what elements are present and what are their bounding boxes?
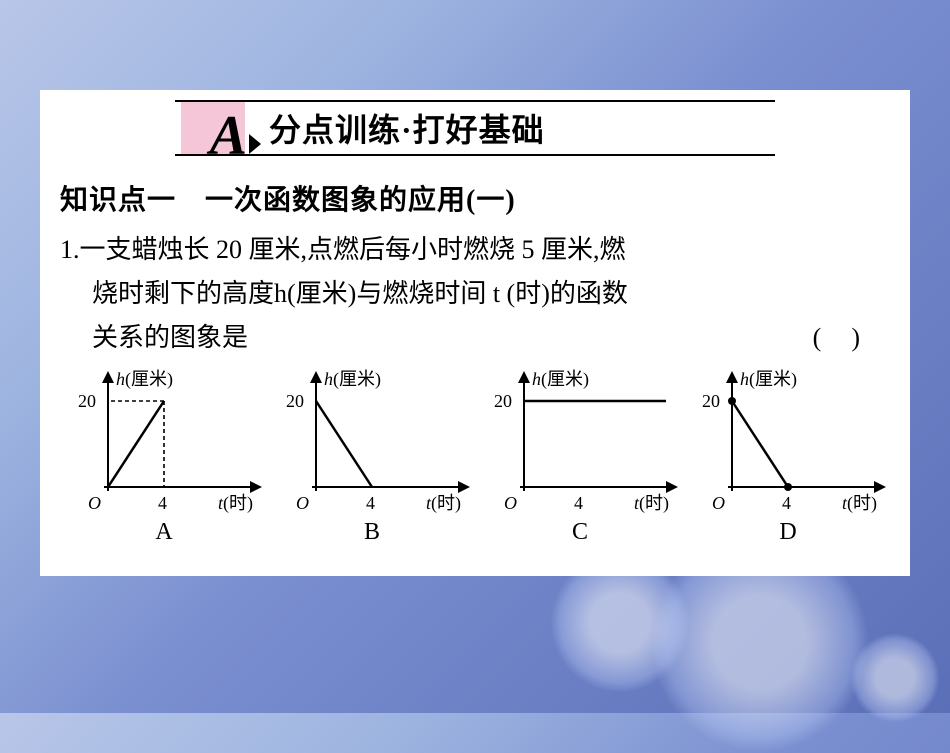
svg-text:20: 20 [286, 391, 304, 411]
question-line3-text: 关系的图象是 [92, 323, 248, 352]
question-text: 1.一支蜡烛长 20 厘米,点燃后每小时燃烧 5 厘米,燃 烧时剩下的高度h(厘… [60, 228, 890, 361]
question-number: 1. [60, 235, 80, 264]
svg-text:h(厘米): h(厘米) [324, 369, 381, 390]
answer-paren: () [813, 316, 890, 360]
svg-text:4: 4 [574, 493, 583, 513]
svg-text:20: 20 [702, 391, 720, 411]
question-line2: 烧时剩下的高度h(厘米)与燃烧时间 t (时)的函数 [60, 272, 890, 316]
svg-text:t(时): t(时) [842, 493, 877, 514]
section-letter-box: A [181, 102, 245, 154]
paren-open: ( [813, 323, 852, 352]
content-card: A 分点训练·打好基础 知识点一 一次函数图象的应用(一) 1.一支蜡烛长 20… [40, 90, 910, 576]
svg-text:h(厘米): h(厘米) [116, 369, 173, 390]
choice-B-label: B [268, 519, 476, 546]
svg-text:O: O [504, 493, 517, 513]
chart-A-svg: h(厘米) t(时) O 20 4 [60, 367, 268, 517]
knowledge-point-title: 知识点一 一次函数图象的应用(一) [60, 178, 890, 218]
choice-B: h(厘米) t(时) O 20 4 B [268, 367, 476, 546]
choice-D-label: D [684, 519, 892, 546]
triangle-icon [249, 134, 261, 154]
chart-B-svg: h(厘米) t(时) O 20 4 [268, 367, 476, 517]
svg-text:h(厘米): h(厘米) [532, 369, 589, 390]
chart-D-svg: h(厘米) t(时) O 20 4 [684, 367, 892, 517]
svg-text:O: O [88, 493, 101, 513]
section-letter: A [210, 112, 247, 160]
question-line3: 关系的图象是 () [60, 316, 890, 360]
svg-text:O: O [712, 493, 725, 513]
choice-C: h(厘米) t(时) O 20 4 C [476, 367, 684, 546]
svg-text:O: O [296, 493, 309, 513]
svg-text:4: 4 [366, 493, 375, 513]
svg-text:t(时): t(时) [218, 493, 253, 514]
svg-text:20: 20 [78, 391, 96, 411]
header-title: 分点训练·打好基础 [269, 105, 545, 151]
charts-row: h(厘米) t(时) O 20 4 A h(厘米) t(时) O 20 4 B h(厘米) t(时… [60, 367, 890, 546]
chart-C-svg: h(厘米) t(时) O 20 4 [476, 367, 684, 517]
question-line1: 一支蜡烛长 20 厘米,点燃后每小时燃烧 5 厘米,燃 [80, 235, 626, 264]
paren-close: ) [851, 323, 890, 352]
choice-C-label: C [476, 519, 684, 546]
choice-A: h(厘米) t(时) O 20 4 A [60, 367, 268, 546]
choice-D: h(厘米) t(时) O 20 4 D [684, 367, 892, 546]
choice-A-label: A [60, 519, 268, 546]
header-band: A 分点训练·打好基础 [175, 100, 775, 156]
svg-text:t(时): t(时) [634, 493, 669, 514]
svg-text:4: 4 [158, 493, 167, 513]
svg-text:h(厘米): h(厘米) [740, 369, 797, 390]
svg-text:4: 4 [782, 493, 791, 513]
svg-text:20: 20 [494, 391, 512, 411]
svg-text:t(时): t(时) [426, 493, 461, 514]
